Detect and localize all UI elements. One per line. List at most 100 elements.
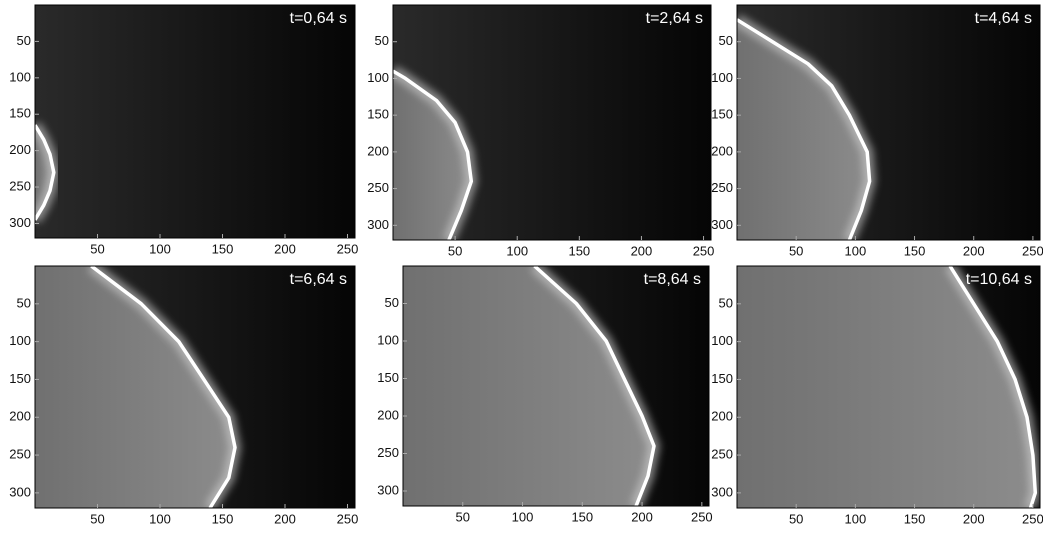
y-tick-label: 100	[711, 333, 733, 348]
y-tick-label: 100	[377, 332, 399, 347]
x-tick-label: 150	[568, 243, 590, 258]
y-tick-label: 300	[711, 217, 733, 232]
x-tick-label: 50	[90, 511, 104, 526]
y-tick-label: 300	[711, 484, 733, 499]
y-tick-label: 150	[377, 370, 399, 385]
y-tick-label: 50	[17, 33, 31, 48]
x-tick-label: 100	[845, 243, 867, 258]
x-tick-label: 100	[845, 511, 867, 526]
y-tick-label: 300	[377, 482, 399, 497]
annotation: t=10,64 s	[966, 271, 1032, 288]
panel: 50 100 150 200 250 50 100 150 200 250 300 t=10,64 s	[711, 265, 1043, 526]
burned-region	[393, 71, 472, 240]
x-tick-label: 200	[631, 243, 653, 258]
y-tick-label: 250	[377, 445, 399, 460]
x-tick-label: 50	[448, 243, 462, 258]
x-tick-label: 250	[1022, 243, 1043, 258]
annotation: t=6,64 s	[290, 271, 347, 288]
front	[533, 266, 656, 506]
x-tick-label: 250	[693, 243, 715, 258]
x-tick-label: 50	[456, 509, 470, 524]
x-tick-label: 250	[691, 509, 713, 524]
y-tick-label: 100	[9, 69, 31, 84]
y-tick-label: 300	[367, 217, 389, 232]
y-tick-label: 200	[367, 143, 389, 158]
y-tick-label: 100	[9, 333, 31, 348]
x-tick-label: 200	[274, 241, 296, 256]
x-tick-label: 100	[149, 511, 171, 526]
x-tick-label: 100	[512, 509, 534, 524]
image-content	[35, 266, 242, 508]
x-tick-label: 50	[789, 511, 803, 526]
y-tick-label: 200	[9, 409, 31, 424]
image-frame	[392, 4, 712, 241]
x-tick-label: 250	[1022, 511, 1043, 526]
front	[90, 266, 237, 508]
x-tick-label: 50	[90, 241, 104, 256]
panel: 50 100 150 200 250 50 100 150 200 250 300 t=2,64 s	[367, 4, 715, 258]
y-tick-label: 50	[719, 295, 733, 310]
image-content	[393, 65, 478, 240]
y-tick-label: 250	[711, 180, 733, 195]
front	[393, 69, 474, 240]
burned-region	[35, 266, 235, 508]
x-tick-label: 200	[963, 243, 985, 258]
panel: 50 100 150 200 250 50 100 150 200 250 300 t=0,64 s	[9, 4, 359, 256]
x-tick-label: 150	[904, 511, 926, 526]
x-tick-label: 100	[149, 241, 171, 256]
image-frame	[34, 4, 356, 239]
front	[737, 18, 872, 240]
annotation: t=4,64 s	[975, 10, 1032, 27]
y-tick-label: 150	[9, 106, 31, 121]
y-tick-label: 250	[711, 447, 733, 462]
front	[35, 124, 56, 221]
annotation: t=2,64 s	[646, 10, 703, 27]
panel: 50 100 150 200 250 50 100 150 200 250 300 t=4,64 s	[711, 4, 1043, 258]
y-tick-label: 200	[9, 142, 31, 157]
image-frame	[736, 4, 1041, 241]
y-tick-label: 200	[377, 407, 399, 422]
annotation: t=8,64 s	[644, 271, 701, 288]
burned-region	[737, 19, 870, 240]
x-tick-label: 200	[631, 509, 653, 524]
image-frame	[34, 265, 356, 509]
y-tick-label: 150	[711, 371, 733, 386]
x-tick-label: 150	[571, 509, 593, 524]
image-content	[737, 14, 876, 240]
burned-region	[737, 266, 1036, 508]
y-tick-label: 250	[367, 180, 389, 195]
image-content	[403, 266, 661, 506]
y-tick-label: 50	[385, 295, 399, 310]
y-tick-label: 200	[711, 143, 733, 158]
annotation: t=0,64 s	[290, 10, 347, 27]
image-frame	[736, 265, 1041, 509]
y-tick-label: 300	[9, 484, 31, 499]
x-tick-label: 150	[212, 241, 234, 256]
y-tick-label: 150	[367, 107, 389, 122]
image-background	[35, 5, 355, 238]
x-tick-label: 250	[337, 241, 359, 256]
x-tick-label: 150	[904, 243, 926, 258]
panel: 50 100 150 200 250 50 100 150 200 250 300 t=6,64 s	[9, 265, 359, 526]
burned-region	[35, 125, 54, 220]
x-tick-label: 200	[274, 511, 296, 526]
y-tick-label: 150	[9, 371, 31, 386]
y-tick-label: 300	[9, 215, 31, 230]
image-content	[35, 122, 60, 223]
y-tick-label: 100	[367, 70, 389, 85]
y-tick-label: 250	[9, 178, 31, 193]
x-tick-label: 250	[337, 511, 359, 526]
x-tick-label: 200	[963, 511, 985, 526]
y-tick-label: 200	[711, 409, 733, 424]
y-tick-label: 50	[375, 33, 389, 48]
x-tick-label: 150	[212, 511, 234, 526]
image-frame	[402, 265, 710, 507]
panel: 50 100 150 200 250 50 100 150 200 250 300 t=8,64 s	[377, 265, 713, 524]
x-tick-label: 100	[506, 243, 528, 258]
x-tick-label: 50	[789, 243, 803, 258]
y-tick-label: 50	[719, 33, 733, 48]
y-tick-label: 100	[711, 70, 733, 85]
front	[948, 266, 1038, 508]
y-tick-label: 250	[9, 447, 31, 462]
